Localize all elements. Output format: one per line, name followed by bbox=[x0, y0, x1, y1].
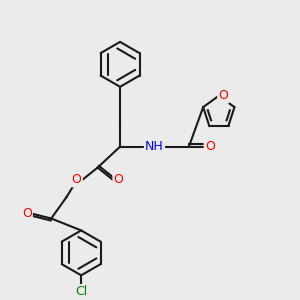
Text: Cl: Cl bbox=[75, 285, 87, 298]
Text: NH: NH bbox=[145, 140, 164, 153]
Text: O: O bbox=[114, 173, 124, 186]
Text: O: O bbox=[72, 173, 82, 186]
Text: O: O bbox=[218, 89, 228, 102]
Text: O: O bbox=[205, 140, 215, 153]
Text: O: O bbox=[22, 208, 32, 220]
